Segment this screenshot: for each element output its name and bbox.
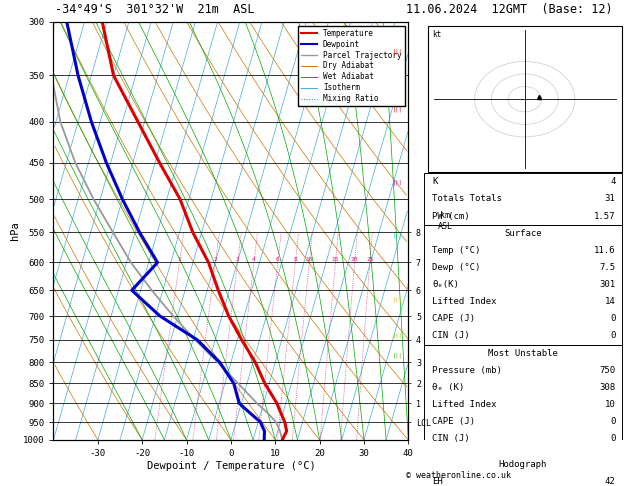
Text: 14: 14 (605, 297, 616, 306)
Bar (424, 173, 621, 225)
Y-axis label: km
ASL: km ASL (437, 211, 452, 231)
Text: 25: 25 (366, 258, 374, 262)
Text: -34°49'S  301°32'W  21m  ASL: -34°49'S 301°32'W 21m ASL (55, 2, 254, 16)
Text: Dewp (°C): Dewp (°C) (432, 263, 481, 272)
Text: |||: ||| (392, 48, 403, 54)
Text: kt: kt (432, 30, 441, 39)
Bar (424, 345, 621, 456)
Text: Lifted Index: Lifted Index (432, 297, 496, 306)
Text: 15: 15 (331, 258, 339, 262)
Text: 301: 301 (599, 280, 616, 289)
Text: 10: 10 (605, 400, 616, 409)
Legend: Temperature, Dewpoint, Parcel Trajectory, Dry Adiabat, Wet Adiabat, Isotherm, Mi: Temperature, Dewpoint, Parcel Trajectory… (298, 26, 404, 106)
Text: 11.06.2024  12GMT  (Base: 12): 11.06.2024 12GMT (Base: 12) (406, 2, 612, 16)
Text: © weatheronline.co.uk: © weatheronline.co.uk (406, 471, 511, 480)
Text: 308: 308 (599, 383, 616, 392)
Text: 0: 0 (610, 434, 616, 443)
Text: 1.57: 1.57 (594, 211, 616, 221)
Text: 42: 42 (605, 477, 616, 486)
Text: 7.5: 7.5 (599, 263, 616, 272)
Text: K: K (432, 177, 437, 186)
Y-axis label: hPa: hPa (10, 222, 20, 240)
Text: |||: ||| (392, 352, 403, 358)
Text: Surface: Surface (504, 228, 542, 238)
Text: 0: 0 (610, 417, 616, 426)
Text: 2: 2 (213, 258, 217, 262)
Text: |||: ||| (392, 233, 403, 239)
Bar (424, 225, 621, 345)
Text: Most Unstable: Most Unstable (487, 348, 558, 358)
Text: CAPE (J): CAPE (J) (432, 314, 475, 323)
Text: |||: ||| (392, 296, 403, 302)
Text: 20: 20 (351, 258, 359, 262)
Text: CIN (J): CIN (J) (432, 331, 469, 341)
Text: θₑ(K): θₑ(K) (432, 280, 459, 289)
Text: CIN (J): CIN (J) (432, 434, 469, 443)
FancyBboxPatch shape (428, 26, 621, 173)
Text: 31: 31 (605, 194, 616, 203)
Text: 6: 6 (276, 258, 280, 262)
Text: |||: ||| (392, 179, 403, 185)
Text: 1: 1 (177, 258, 181, 262)
Text: Hodograph: Hodograph (499, 460, 547, 469)
Text: 10: 10 (306, 258, 313, 262)
Text: 11.6: 11.6 (594, 246, 616, 255)
Text: |||: ||| (392, 332, 403, 338)
Text: 750: 750 (599, 366, 616, 375)
Text: θₑ (K): θₑ (K) (432, 383, 464, 392)
Text: 8: 8 (294, 258, 298, 262)
Text: 4: 4 (252, 258, 256, 262)
Text: 0: 0 (610, 314, 616, 323)
X-axis label: Dewpoint / Temperature (°C): Dewpoint / Temperature (°C) (147, 461, 315, 470)
Bar (424, 456, 621, 486)
Text: 4: 4 (610, 177, 616, 186)
Text: EH: EH (432, 477, 443, 486)
Text: PW (cm): PW (cm) (432, 211, 469, 221)
Text: 0: 0 (610, 331, 616, 341)
Text: 3: 3 (236, 258, 240, 262)
Text: Totals Totals: Totals Totals (432, 194, 502, 203)
Text: Lifted Index: Lifted Index (432, 400, 496, 409)
Text: |||: ||| (392, 106, 403, 112)
Text: Temp (°C): Temp (°C) (432, 246, 481, 255)
Text: CAPE (J): CAPE (J) (432, 417, 475, 426)
Text: Pressure (mb): Pressure (mb) (432, 366, 502, 375)
